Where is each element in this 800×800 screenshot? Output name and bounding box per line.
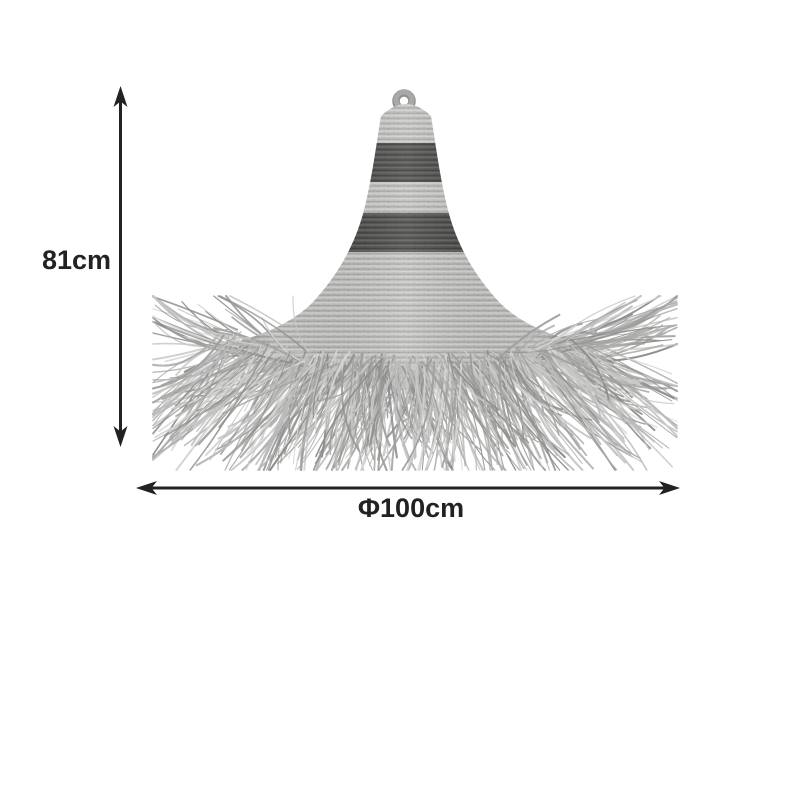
pendant-lamp-illustration [151, 89, 679, 472]
horizontal-arrow-icon [136, 481, 680, 495]
arrowhead-down-icon [113, 426, 128, 447]
diameter-dimension: Φ100cm [136, 481, 680, 523]
height-dimension: 81cm [42, 86, 128, 447]
diameter-dimension-label: Φ100cm [358, 493, 464, 523]
arrowhead-right-icon [659, 481, 680, 495]
vertical-arrow-icon [113, 86, 128, 447]
height-dimension-label: 81cm [42, 245, 111, 275]
arrowhead-up-icon [113, 86, 128, 107]
arrowhead-left-icon [136, 481, 157, 495]
fringe-front [151, 294, 679, 472]
